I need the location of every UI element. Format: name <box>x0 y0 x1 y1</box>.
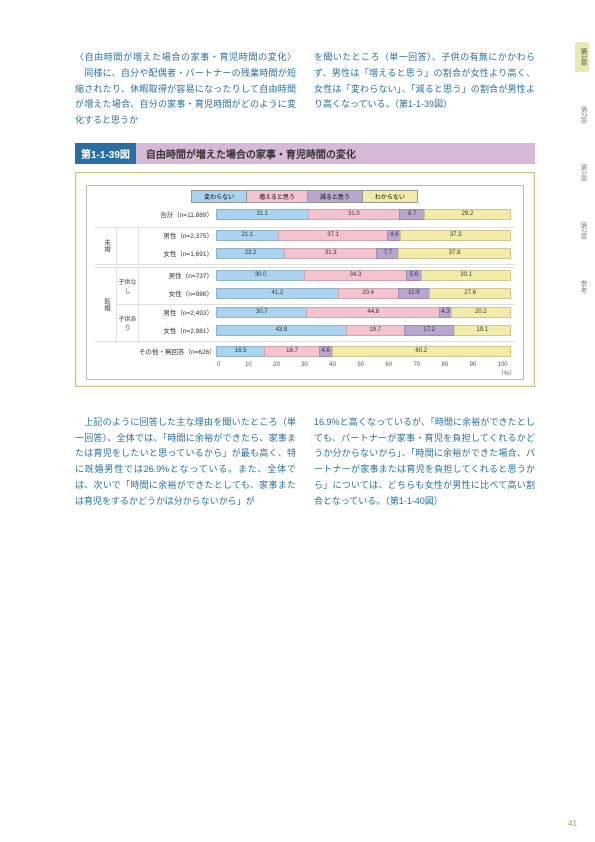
chart-rows: 合計（n=11,889）31.131.08.729.2 未婚 男性（n=2,375）… <box>95 207 515 362</box>
figure-label: 第1-1-39図 <box>75 143 136 164</box>
bar-track: 30.034.35.630.1 <box>217 270 515 281</box>
axis-tick: 50 <box>357 362 385 377</box>
bar-segment: 43.9 <box>216 325 347 336</box>
bar-track: 16.518.74.660.2 <box>217 346 515 357</box>
bar-track: 21.137.14.637.3 <box>217 230 515 241</box>
top-text-left: 〈自由時間が増えた場合の家事・育児時間の変化〉 同様に、自分や配偶者・パートナー… <box>75 50 296 129</box>
bar-segment: 60.2 <box>332 346 511 357</box>
bar-segment: 20.4 <box>338 288 399 299</box>
bar-segment: 23.2 <box>216 248 285 259</box>
bar-track: 43.919.717.219.1 <box>217 325 515 336</box>
axis-tick: 30 <box>301 362 329 377</box>
bar-segment: 31.3 <box>284 248 377 259</box>
bar-segment: 34.3 <box>304 270 406 281</box>
bar-segment: 44.8 <box>306 307 440 318</box>
group-label: 未婚 <box>95 228 117 264</box>
bar-segment: 41.2 <box>216 288 339 299</box>
chart-row: 女性（n=986）41.220.410.927.6 <box>139 286 515 301</box>
bar-segment: 8.7 <box>399 209 425 220</box>
bar-segment: 17.2 <box>404 325 455 336</box>
bar-track: 23.231.37.737.8 <box>217 248 515 259</box>
axis-tick: 100（%） <box>498 362 515 377</box>
axis-tick: 80 <box>442 362 470 377</box>
bar-segment: 21.1 <box>216 230 279 241</box>
top-text-right: を聞いたところ（単一回答）、子供の有無にかかわらず、男性は「増えると思う」の割合… <box>314 50 535 129</box>
bar-segment: 4.6 <box>387 230 401 241</box>
row-label: 男性（n=737） <box>139 270 217 280</box>
bar-segment: 7.7 <box>376 248 399 259</box>
bar-segment: 31.1 <box>216 209 309 220</box>
chart-axis: 0102030405060708090100（%） <box>217 362 515 377</box>
axis-tick: 70 <box>413 362 441 377</box>
chart-row: 男性（n=2,375）21.137.14.637.3 <box>139 228 515 243</box>
row-label: 女性（n=2,981） <box>139 325 217 335</box>
chart-row: 女性（n=1,691）23.231.37.737.8 <box>139 246 515 261</box>
row-label: 女性（n=1,691） <box>139 248 217 258</box>
bar-segment: 37.8 <box>398 248 511 259</box>
top-text: 〈自由時間が増えた場合の家事・育児時間の変化〉 同様に、自分や配偶者・パートナー… <box>75 50 535 129</box>
chart-row: その他・無回答（n=626）16.518.74.660.2 <box>139 344 515 359</box>
bar-segment: 29.2 <box>424 209 511 220</box>
axis-tick: 10 <box>245 362 273 377</box>
bar-segment: 10.9 <box>398 288 430 299</box>
legend-item: 増えると思う <box>246 190 308 203</box>
row-label: 男性（n=2,375） <box>139 230 217 240</box>
page-number: 41 <box>568 819 577 828</box>
bar-segment: 18.7 <box>264 346 320 357</box>
chart-row: 合計（n=11,889）31.131.08.729.2 <box>139 207 515 222</box>
chart-row: 男性（n=2,493）30.744.84.320.2 <box>139 305 515 320</box>
axis-tick: 20 <box>273 362 301 377</box>
bottom-text: 上記のように回答した主な理由を聞いたところ（単一回答）、全体では、「時間に余裕が… <box>75 415 535 510</box>
subgroup-label: 子供なし <box>117 268 139 304</box>
legend-item: わからない <box>362 190 418 203</box>
chart-container: 変わらない増えると思う減ると思うわからない 合計（n=11,889）31.131… <box>75 172 535 387</box>
bar-track: 30.744.84.320.2 <box>217 307 515 318</box>
axis-tick: 60 <box>385 362 413 377</box>
side-tab[interactable]: 第1章 <box>575 42 589 72</box>
chart-legend: 変わらない増えると思う減ると思うわからない <box>95 190 515 203</box>
bar-track: 41.220.410.927.6 <box>217 288 515 299</box>
bar-segment: 4.6 <box>319 346 333 357</box>
legend-item: 変わらない <box>191 190 247 203</box>
axis-tick: 0 <box>217 362 245 377</box>
bar-segment: 31.0 <box>308 209 400 220</box>
side-tab[interactable]: 第2章 <box>575 216 589 246</box>
row-label: 女性（n=986） <box>139 288 217 298</box>
row-label: 男性（n=2,493） <box>139 307 217 317</box>
bar-segment: 30.1 <box>421 270 511 281</box>
side-tab[interactable]: 第1章 <box>575 158 589 188</box>
group-label: 既婚 <box>95 268 117 341</box>
bar-segment: 30.0 <box>216 270 305 281</box>
legend-item: 減ると思う <box>307 190 363 203</box>
chart-row: 女性（n=2,981）43.919.717.219.1 <box>139 323 515 338</box>
bar-segment: 20.2 <box>451 307 511 318</box>
bar-segment: 5.6 <box>406 270 423 281</box>
bar-track: 31.131.08.729.2 <box>217 209 515 220</box>
axis-tick: 40 <box>329 362 357 377</box>
row-label: 合計（n=11,889） <box>139 209 217 219</box>
bar-segment: 19.1 <box>454 325 511 336</box>
bar-segment: 19.7 <box>346 325 405 336</box>
figure-header: 第1-1-39図 自由時間が増えた場合の家事・育児時間の変化 <box>75 143 535 164</box>
subgroup-label <box>117 228 139 264</box>
bar-segment: 37.3 <box>400 230 511 241</box>
row-label: その他・無回答（n=626） <box>139 346 217 356</box>
side-tab[interactable]: 第2章 <box>575 100 589 130</box>
bar-segment: 30.7 <box>216 307 307 318</box>
bottom-text-right: 16.9%と高くなっているが、「時間に余裕ができたとしても、パートナーが家事・育… <box>314 415 535 510</box>
chart-row: 男性（n=737）30.034.35.630.1 <box>139 268 515 283</box>
subgroup-label: 子供あり <box>117 305 139 341</box>
figure-title: 自由時間が増えた場合の家事・育児時間の変化 <box>136 143 535 164</box>
bottom-text-left: 上記のように回答した主な理由を聞いたところ（単一回答）、全体では、「時間に余裕が… <box>75 415 296 510</box>
bar-segment: 37.1 <box>278 230 389 241</box>
side-tab[interactable]: 参考 <box>575 274 589 300</box>
axis-tick: 90 <box>470 362 498 377</box>
bar-segment: 27.6 <box>429 288 511 299</box>
bar-segment: 16.5 <box>216 346 265 357</box>
